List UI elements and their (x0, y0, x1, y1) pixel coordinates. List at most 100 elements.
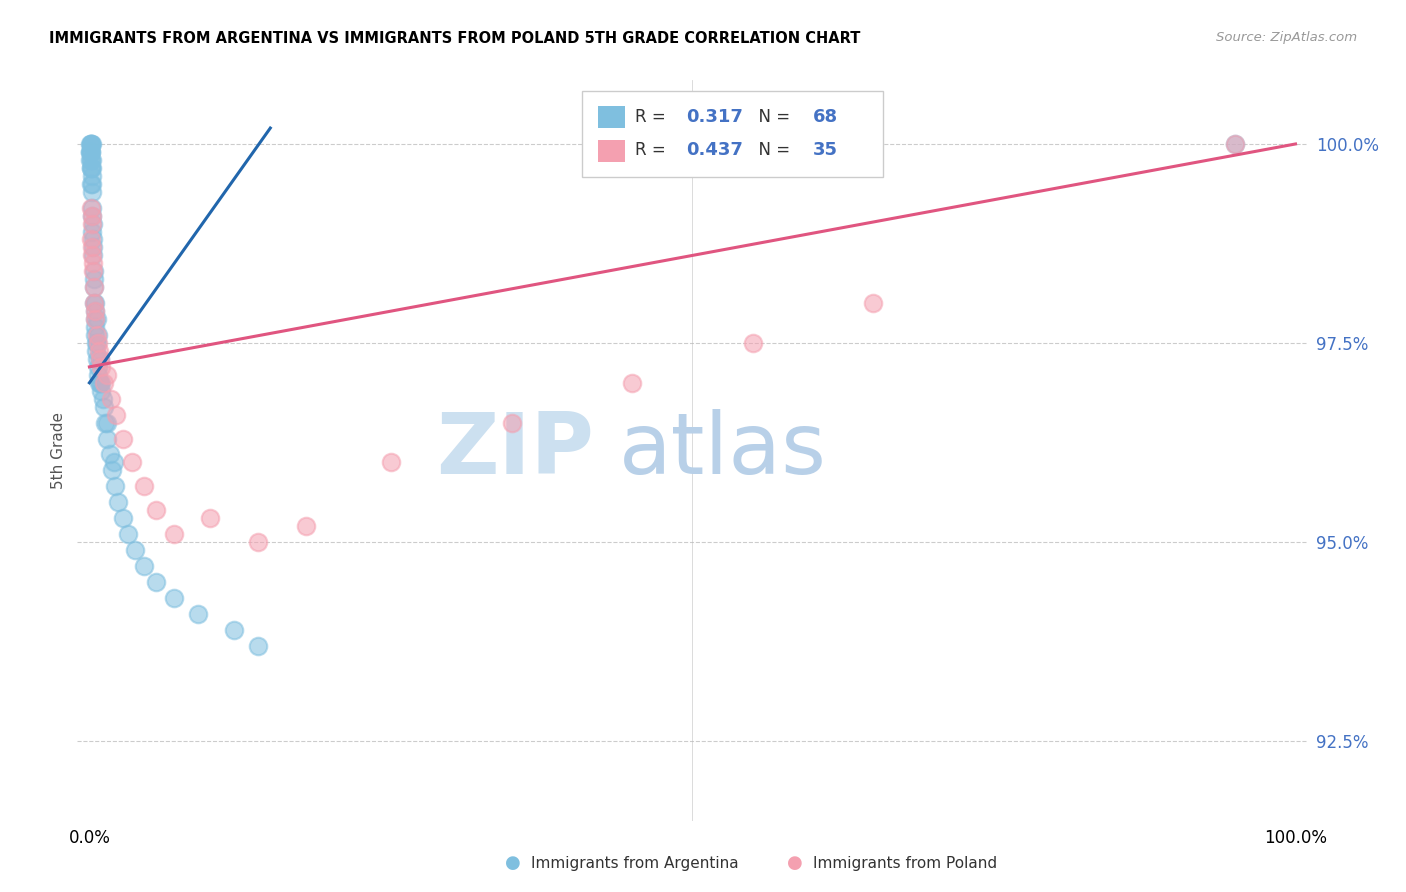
Text: N =: N = (748, 141, 796, 159)
Point (80, 145, 103, 159)
Point (89, 376, 111, 390)
Point (80, 217, 103, 231)
Point (80, 209, 103, 223)
Text: Immigrants from Poland: Immigrants from Poland (813, 856, 997, 871)
Point (82, 240, 104, 254)
Point (93, 400, 115, 414)
Point (80, 177, 103, 191)
Point (80, 161, 103, 175)
Point (100, 392, 122, 406)
Point (93, 376, 115, 390)
Point (124, 543, 146, 558)
Point (80, 136, 103, 151)
Point (132, 479, 155, 493)
Text: ●: ● (786, 855, 803, 872)
Point (145, 574, 167, 589)
Point (107, 495, 129, 509)
Point (112, 511, 135, 525)
Point (112, 432, 135, 446)
Point (103, 455, 125, 469)
Point (87, 343, 110, 358)
Text: 68: 68 (813, 108, 838, 126)
Point (132, 558, 155, 573)
Point (104, 408, 127, 422)
Point (247, 535, 270, 549)
Point (83, 272, 105, 286)
Point (83, 296, 105, 310)
Point (80, 177, 103, 191)
Point (80, 161, 103, 175)
Point (83, 312, 105, 326)
Text: IMMIGRANTS FROM ARGENTINA VS IMMIGRANTS FROM POLAND 5TH GRADE CORRELATION CHART: IMMIGRANTS FROM ARGENTINA VS IMMIGRANTS … (49, 31, 860, 46)
Point (862, 296, 884, 310)
Text: Source: ZipAtlas.com: Source: ZipAtlas.com (1216, 31, 1357, 45)
Text: 0.317: 0.317 (686, 108, 744, 126)
Point (94, 416, 117, 430)
Point (80, 248, 103, 262)
Point (117, 527, 139, 541)
Point (83, 280, 105, 294)
Point (295, 519, 318, 533)
Bar (598, 139, 624, 161)
Point (87, 359, 110, 374)
Point (82, 248, 104, 262)
Point (80, 136, 103, 151)
Point (87, 368, 110, 382)
Point (145, 503, 167, 517)
Point (621, 376, 644, 390)
Point (79, 153, 101, 167)
Text: 35: 35 (813, 141, 838, 159)
Point (86, 343, 108, 358)
Point (224, 623, 246, 637)
Text: R =: R = (634, 141, 671, 159)
Point (163, 591, 186, 605)
Point (84, 296, 107, 310)
Point (86, 336, 108, 351)
Point (104, 479, 127, 493)
Text: ZIP: ZIP (436, 409, 595, 492)
Point (98, 447, 121, 461)
Point (83, 296, 105, 310)
Text: R =: R = (634, 108, 671, 126)
Point (247, 639, 270, 653)
Y-axis label: 5th Grade: 5th Grade (51, 412, 66, 489)
Point (380, 455, 402, 469)
Point (80, 153, 103, 167)
Point (80, 169, 103, 183)
Point (96, 416, 118, 430)
Point (741, 336, 763, 351)
Point (83, 280, 105, 294)
Point (90, 376, 112, 390)
Point (121, 455, 143, 469)
Point (82, 232, 104, 246)
Text: N =: N = (748, 108, 796, 126)
Point (79, 136, 101, 151)
Text: Immigrants from Argentina: Immigrants from Argentina (531, 856, 740, 871)
Point (187, 607, 209, 621)
Point (80, 136, 103, 151)
Point (80, 161, 103, 175)
Point (101, 463, 124, 477)
Point (96, 368, 118, 382)
Point (86, 312, 108, 326)
Point (83, 304, 105, 318)
Point (90, 384, 112, 398)
Point (82, 256, 104, 270)
Text: ●: ● (505, 855, 522, 872)
Point (84, 304, 107, 318)
Point (86, 351, 108, 366)
Point (96, 432, 118, 446)
Point (87, 328, 110, 343)
Point (79, 201, 101, 215)
Point (79, 145, 101, 159)
Point (1225, 136, 1247, 151)
Point (1225, 136, 1247, 151)
Point (91, 392, 114, 406)
Point (84, 320, 107, 334)
Point (82, 201, 104, 215)
Point (84, 328, 107, 343)
Point (163, 527, 186, 541)
Text: 0.437: 0.437 (686, 141, 744, 159)
Point (80, 232, 103, 246)
Point (82, 240, 104, 254)
